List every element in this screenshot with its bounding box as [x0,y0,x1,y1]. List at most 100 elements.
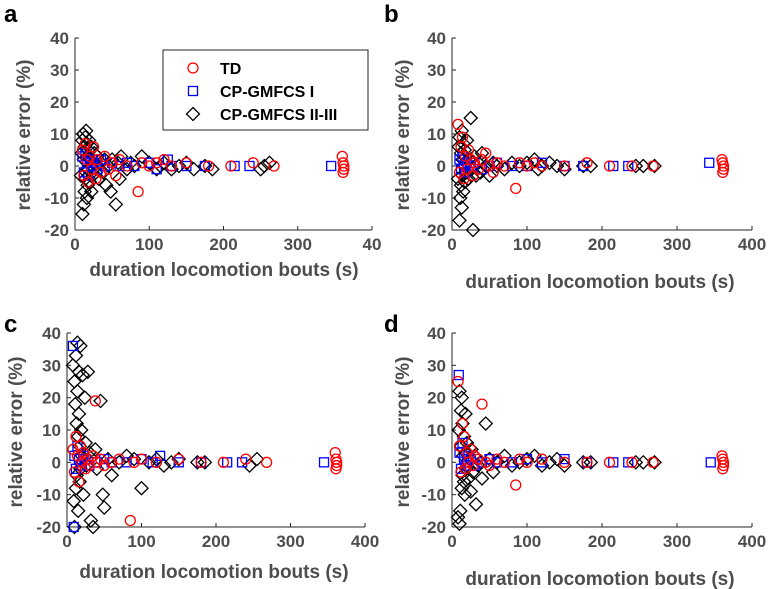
data-point [82,176,95,188]
x-tick-label: 200 [588,235,616,254]
data-point [465,222,481,238]
panel-label-a: a [4,1,18,28]
data-point [87,441,103,457]
data-point [476,398,488,410]
data-point [474,145,490,161]
series-circle [76,137,350,198]
data-point [77,390,93,406]
legend-marker [187,85,199,97]
y-tick-label: 0 [60,157,69,176]
data-point [453,403,469,419]
legend-marker [187,62,199,74]
data-point [542,155,557,171]
x-tick-label: 40 [363,235,382,254]
y-tick-label: 30 [50,61,69,80]
data-point [202,160,215,172]
y-tick-label: 30 [427,356,446,375]
data-point [647,454,662,470]
data-point [74,440,87,452]
data-point [96,500,112,516]
data-point [106,456,118,468]
data-point [104,467,120,483]
data-point [452,190,468,206]
data-point [498,160,511,172]
series-circle [452,118,730,195]
data-point [513,157,526,169]
data-point [331,456,343,468]
data-point [68,348,84,364]
y-tick-label: 30 [427,61,446,80]
data-point [455,184,471,200]
y-tick-label: -10 [36,486,61,505]
y-tick-label: 40 [427,324,446,343]
x-tick-label: 100 [135,235,163,254]
panel-c: c relative error (%) duration locomotion… [4,311,379,583]
x-tick-label: 400 [738,235,766,254]
data-point [458,430,470,443]
data-point [87,450,99,462]
data-point [83,184,99,200]
data-point [472,453,484,465]
data-point [85,519,101,535]
data-point [472,163,484,175]
panel-label-d: d [384,311,399,338]
data-point [583,454,599,470]
data-point [484,453,495,465]
data-point [110,169,122,182]
y-tick-label: -20 [421,221,446,240]
data-point [67,340,79,352]
x-tick-label: 0 [70,235,79,254]
panel-d: d relative error (%) duration locomotion… [384,311,766,589]
data-point [148,451,164,467]
data-point [102,163,115,175]
data-point [468,496,484,512]
data-point [330,463,342,475]
panel-a: a relative error (%) duration locomotion… [4,1,381,281]
data-point [244,160,255,172]
data-point [583,158,599,174]
series-circle [452,375,730,491]
data-point [454,200,470,216]
y-tick-label: 0 [437,157,446,176]
data-point [647,158,662,174]
y-tick-label: 10 [427,125,446,144]
data-point [450,509,466,525]
legend-entry-label: CP-GMFCS II-III [220,107,337,124]
data-point [195,456,207,468]
data-point [135,453,148,465]
data-point [134,148,150,164]
data-point [151,164,162,175]
data-point [165,160,178,172]
data-point [240,453,252,465]
panel-c-ylabel: relative error (%) [6,356,27,507]
data-point [119,448,135,464]
data-point [628,158,644,174]
x-tick-label: 0 [62,532,71,551]
data-point [103,184,119,200]
data-point [480,147,492,159]
data-point [704,157,715,168]
data-point [521,160,533,172]
data-point [558,456,571,468]
data-point [337,166,349,179]
data-point [454,123,470,139]
data-point [150,456,163,468]
data-point [470,155,486,171]
data-point [635,158,651,174]
data-point [575,454,591,470]
data-point [527,448,542,464]
data-point [156,458,172,473]
panel-d-ylabel: relative error (%) [393,356,414,507]
data-point [453,440,466,452]
data-point [113,453,125,465]
panel-label-b: b [384,1,399,28]
data-point [204,161,220,177]
y-tick-label: -10 [421,486,446,505]
data-point [536,453,548,465]
data-point [453,369,464,381]
data-point [126,451,142,467]
data-point [114,160,125,172]
